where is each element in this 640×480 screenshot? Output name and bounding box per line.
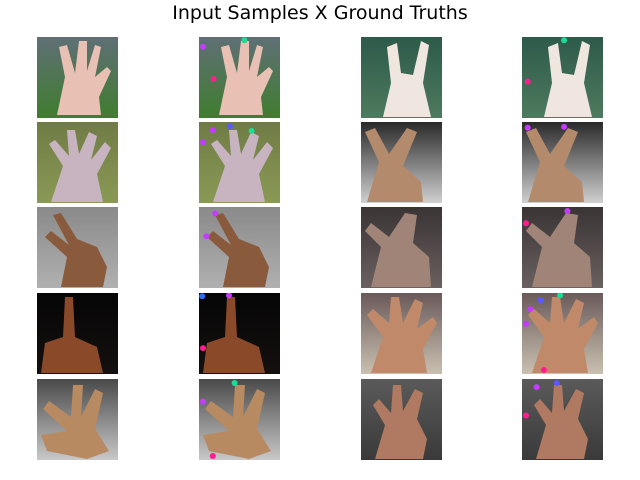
keypoint-marker-index xyxy=(200,43,206,50)
ground-truth-image xyxy=(199,293,280,374)
keypoint-marker-index xyxy=(203,233,210,240)
figure-title: Input Samples X Ground Truths xyxy=(172,2,468,24)
hand-silhouette xyxy=(41,297,103,373)
ground-truth-image xyxy=(199,37,280,118)
input-sample-image xyxy=(37,379,118,460)
ground-truth-image xyxy=(199,122,280,203)
input-sample-image xyxy=(37,37,118,118)
ground-truth-image xyxy=(199,207,280,288)
hand-silhouette xyxy=(526,128,584,202)
hand-silhouette xyxy=(203,297,265,373)
keypoint-marker-thumb xyxy=(209,453,216,459)
keypoint-marker-middle xyxy=(537,297,544,304)
hand-silhouette xyxy=(207,213,269,287)
keypoint-marker-middle xyxy=(226,123,233,129)
keypoint-marker-thumb xyxy=(540,367,547,373)
keypoint-marker-ring xyxy=(241,37,248,44)
keypoint-marker-index xyxy=(200,398,206,405)
hand-silhouette xyxy=(41,385,109,459)
hand-silhouette xyxy=(219,41,273,115)
keypoint-marker-ring xyxy=(561,37,568,44)
hand-silhouette xyxy=(49,130,111,202)
hand-silhouette xyxy=(528,297,598,373)
hand-silhouette xyxy=(526,213,592,287)
keypoint-marker-thumb xyxy=(523,220,529,227)
ground-truth-image xyxy=(522,207,603,288)
keypoint-marker-index xyxy=(527,306,534,313)
input-sample-image xyxy=(37,122,118,203)
input-sample-image xyxy=(361,379,442,460)
keypoint-marker-thumb xyxy=(200,345,206,352)
hand-silhouette xyxy=(367,297,437,373)
keypoint-marker-index xyxy=(209,127,216,134)
hand-silhouette xyxy=(383,41,431,117)
keypoint-marker-thumb xyxy=(524,78,531,85)
keypoint-marker-middle xyxy=(553,380,560,386)
keypoint-marker-index xyxy=(564,208,571,214)
keypoint-marker-index xyxy=(533,384,540,391)
keypoint-marker-thumb xyxy=(210,76,217,83)
hand-silhouette xyxy=(45,213,107,287)
hand-silhouette xyxy=(544,41,592,117)
input-sample-image xyxy=(37,293,118,374)
hand-silhouette xyxy=(373,385,427,459)
hand-silhouette xyxy=(203,385,271,459)
hand-silhouette xyxy=(57,41,111,115)
input-sample-image xyxy=(361,207,442,288)
ground-truth-image xyxy=(522,37,603,118)
keypoint-marker-ring xyxy=(557,293,564,299)
input-sample-image xyxy=(361,122,442,203)
hand-silhouette xyxy=(211,130,273,202)
keypoint-marker-thumb xyxy=(523,412,529,419)
input-sample-image xyxy=(361,37,442,118)
hand-silhouette xyxy=(365,128,423,202)
ground-truth-image xyxy=(522,122,603,203)
ground-truth-image xyxy=(199,379,280,460)
keypoint-marker-ring xyxy=(231,380,238,386)
hand-silhouette xyxy=(534,385,588,459)
ground-truth-image xyxy=(522,293,603,374)
keypoint-marker-index xyxy=(212,210,219,217)
keypoint-marker-index xyxy=(200,139,206,146)
hand-silhouette xyxy=(365,213,431,287)
keypoint-marker-index xyxy=(226,293,232,299)
keypoint-marker-index xyxy=(524,124,531,131)
input-sample-image xyxy=(37,207,118,288)
input-sample-image xyxy=(361,293,442,374)
keypoint-marker-pinky xyxy=(199,293,206,300)
keypoint-marker-index xyxy=(523,320,529,327)
ground-truth-image xyxy=(522,379,603,460)
keypoint-marker-index xyxy=(561,123,568,130)
keypoint-marker-ring xyxy=(248,127,255,134)
